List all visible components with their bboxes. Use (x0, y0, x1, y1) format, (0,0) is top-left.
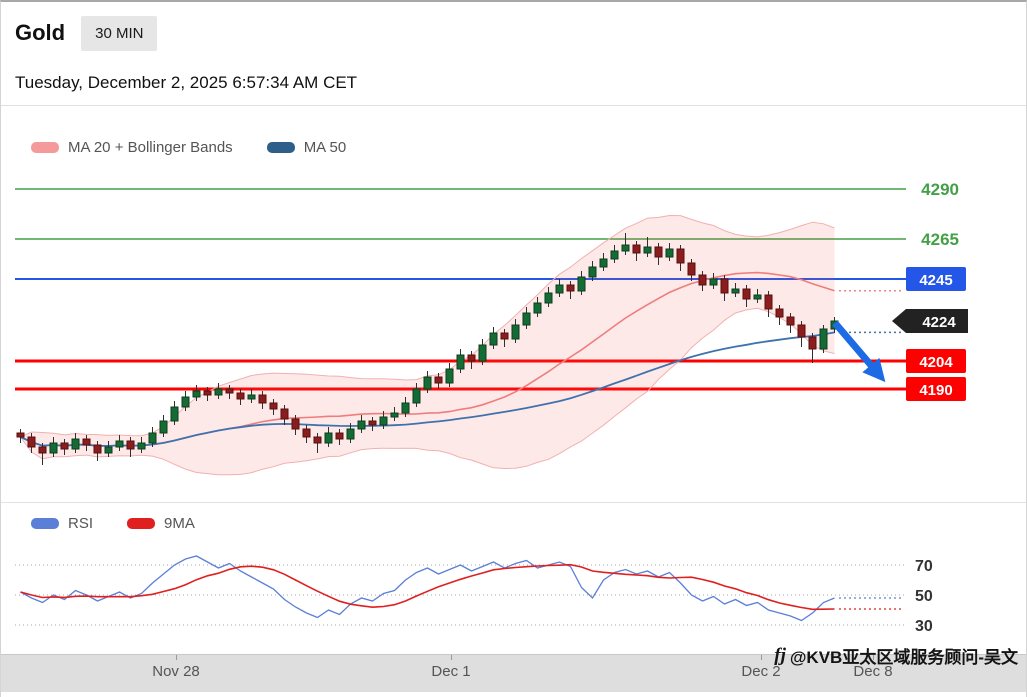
rsi-legend: RSI 9MA (31, 515, 195, 532)
axis-label: Dec 2 (741, 663, 781, 680)
kvb-logo-icon: fj (774, 644, 786, 666)
axis-label: Dec 1 (431, 663, 471, 680)
legend-swatch (31, 142, 59, 153)
legend-swatch (127, 518, 156, 529)
svg-text:4190: 4190 (919, 382, 952, 399)
datetime-label: Tuesday, December 2, 2025 6:57:34 AM CET (1, 64, 1026, 106)
watermark: fj @KVB亚太区域服务顾问-吴文 (774, 643, 1018, 668)
svg-text:4265: 4265 (921, 230, 959, 249)
svg-text:4245: 4245 (919, 272, 952, 289)
legend-item[interactable]: RSI (31, 515, 93, 532)
timeframe-badge[interactable]: 30 MIN (81, 15, 158, 51)
main-chart-legend: MA 20 + Bollinger Bands MA 50 (31, 139, 346, 156)
legend-label: RSI (68, 515, 94, 532)
price-chart[interactable]: MA 20 + Bollinger Bands MA 50 4290 4265 424… (1, 107, 1027, 502)
legend-swatch (266, 142, 295, 153)
svg-text:4204: 4204 (919, 354, 953, 371)
legend-item[interactable]: 9MA (127, 515, 195, 532)
legend-item[interactable]: MA 50 (266, 139, 347, 156)
legend-label: MA 20 + Bollinger Bands (68, 139, 233, 156)
watermark-text: @KVB亚太区域服务顾问-吴文 (789, 648, 1018, 667)
svg-text:70: 70 (915, 558, 933, 575)
axis-label: Dec 8 (853, 663, 893, 680)
axis-tick (761, 655, 762, 660)
rsi-canvas[interactable]: 70 50 30 (1, 503, 1027, 655)
legend-label: MA 50 (303, 139, 347, 156)
svg-text:4290: 4290 (921, 180, 959, 199)
symbol-title: Gold (15, 20, 66, 45)
svg-text:30: 30 (915, 618, 933, 635)
time-axis[interactable]: Nov 28 Dec 1 Dec 2 Dec 8 (1, 654, 1026, 692)
rsi-panel[interactable]: RSI 9MA 70 50 30 (1, 502, 1027, 655)
svg-text:50: 50 (915, 588, 933, 605)
svg-text:4224: 4224 (922, 314, 956, 331)
legend-label: 9MA (164, 515, 195, 532)
legend-item[interactable]: MA 20 + Bollinger Bands (31, 139, 233, 156)
axis-tick (176, 655, 177, 660)
axis-tick (451, 655, 452, 660)
candlestick-canvas[interactable]: 4290 4265 4245 4204 4190 4224 (1, 107, 1027, 502)
axis-label: Nov 28 (152, 663, 200, 680)
axis-tick (873, 655, 874, 660)
legend-swatch (31, 518, 59, 529)
chart-header: Gold 30 MIN (1, 2, 1026, 64)
